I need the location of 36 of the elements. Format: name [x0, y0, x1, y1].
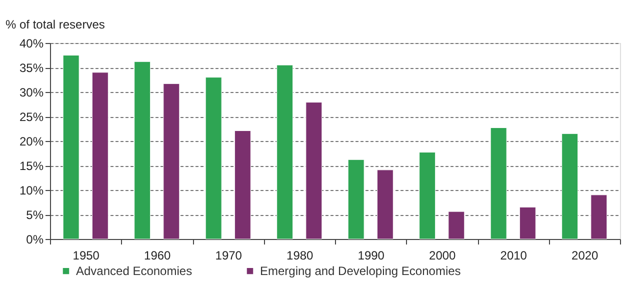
y-tick-label: 40%	[19, 36, 44, 50]
bar	[562, 133, 578, 240]
bar	[376, 170, 394, 240]
bar	[62, 55, 80, 240]
bar	[306, 102, 322, 240]
x-tick-label: 1980	[286, 248, 314, 262]
bar	[134, 61, 151, 240]
legend-label: Advanced Economies	[76, 264, 192, 278]
bar	[448, 211, 465, 240]
y-tick-label: 30%	[19, 86, 44, 100]
y-tick-label: 35%	[19, 61, 44, 75]
bar	[205, 77, 222, 240]
bar	[590, 194, 608, 240]
bar	[348, 159, 364, 240]
y-axis-title: % of total reserves	[6, 18, 105, 32]
x-tick-label: 1990	[358, 248, 385, 262]
x-tick-label: 2000	[429, 248, 456, 262]
bar	[92, 72, 108, 240]
x-tick-label: 1960	[144, 248, 172, 262]
x-tick-label: 1950	[72, 248, 100, 262]
legend-label: Emerging and Developing Economies	[260, 264, 461, 278]
bar	[234, 130, 251, 240]
bar	[519, 206, 536, 240]
y-tick-label: 0%	[26, 232, 44, 246]
bar	[490, 128, 507, 240]
bar	[163, 83, 180, 240]
bar	[419, 152, 436, 240]
y-tick-label: 20%	[19, 134, 44, 148]
y-tick-label: 15%	[19, 159, 44, 173]
y-tick-label: 25%	[19, 110, 44, 124]
y-tick-label: 5%	[26, 208, 44, 222]
x-tick-label: 1970	[215, 248, 242, 262]
y-tick-label: 10%	[19, 184, 44, 198]
x-tick-label: 2020	[572, 248, 599, 262]
bar	[276, 64, 294, 240]
x-tick-label: 2010	[500, 248, 528, 262]
